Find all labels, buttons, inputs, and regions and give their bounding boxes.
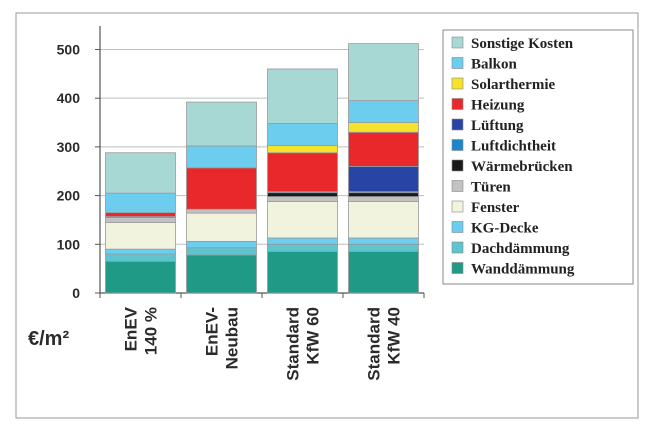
y-tick-label: 0 [72,285,80,301]
bar-segment [186,247,257,256]
legend-swatch [451,262,464,274]
legend-swatch [451,159,464,172]
bar-segment [267,145,338,154]
bar-segment [348,43,419,102]
bar-segment [186,254,257,294]
legend-label: Wärmebrücken [471,159,573,175]
legend-label: Solarthermie [471,77,555,93]
bar-segment [105,253,176,262]
y-axis-unit-label: €/m² [28,328,69,350]
x-tick-label: Standard KfW 40 [365,307,404,381]
x-tick-label: EnEV- Neubau [203,307,242,369]
y-tick-label: 100 [57,236,81,252]
legend-label: Fenster [471,200,520,216]
bar-segment [105,217,176,223]
legend-label: KG-Decke [471,221,539,237]
bar-segment [105,192,176,214]
x-tick-label-line: Standard [284,307,303,381]
bar-segment [267,68,338,124]
x-tick-label-line: Standard [365,307,384,381]
bar-segment [105,221,176,250]
y-tick-label: 400 [57,90,81,106]
x-tick-label: EnEV 140 % [122,306,161,355]
bar-segment [267,152,338,193]
legend-label: Wanddämmung [471,262,575,278]
legend-swatch [451,118,464,131]
x-tick-label-line: Neubau [223,307,242,369]
bar-segment [348,122,419,133]
x-tick-label-line: 140 % [142,307,161,355]
legend-swatch [451,98,464,110]
bar-segment [186,101,257,147]
x-tick-label-line: KfW 40 [385,307,404,365]
legend-swatch [451,241,464,254]
x-tick-label-line: KfW 60 [304,307,323,365]
x-tick-label: Standard KfW 60 [284,307,323,381]
legend-box [442,29,634,285]
legend-label: Türen [471,180,511,196]
legend-swatch [451,180,464,192]
x-tick-label-line: EnEV [122,306,141,351]
bar-segment [267,237,338,245]
bar-segment [267,123,338,146]
bar-segment [186,208,257,214]
legend-swatch [451,57,464,69]
bar-segment [348,165,419,193]
bar-segment [348,243,419,253]
y-tick-label: 500 [57,41,81,57]
legend-label: Balkon [471,57,518,73]
bar-segment [348,237,419,245]
chart-frame [15,12,639,419]
bar-segment [267,243,338,253]
y-tick-label: 300 [57,139,81,155]
bar-segment [186,167,257,210]
bar-segment [186,240,257,249]
bar-segment [186,212,257,242]
bar-segment [348,251,419,294]
legend-swatch [451,36,464,49]
y-tick-label: 200 [57,188,81,204]
legend-swatch [451,221,464,233]
legend-label: Luftdichtheit [471,139,556,155]
legend-label: Sonstige Kosten [471,36,574,52]
legend-swatch [451,139,464,151]
bar-segment [105,212,176,217]
bar-segment [348,192,419,197]
bar-segment [348,100,419,123]
legend-label: Heizung [471,98,525,114]
legend-label: Dachdämmung [471,241,570,257]
bar-segment [348,196,419,202]
bar-segment [267,192,338,197]
bar-segment [186,145,257,169]
bar-segment [267,201,338,239]
legend-swatch [451,77,464,90]
x-tick-label-line: EnEV- [203,307,222,356]
bar-segment [348,201,419,239]
bar-segment [267,196,338,202]
bar-segment [105,152,176,194]
bar-segment [105,260,176,294]
legend-swatch [451,200,464,213]
bar-segment [105,248,176,255]
bar-segment [267,251,338,294]
legend-label: Lüftung [471,118,524,134]
bar-segment [348,131,419,167]
